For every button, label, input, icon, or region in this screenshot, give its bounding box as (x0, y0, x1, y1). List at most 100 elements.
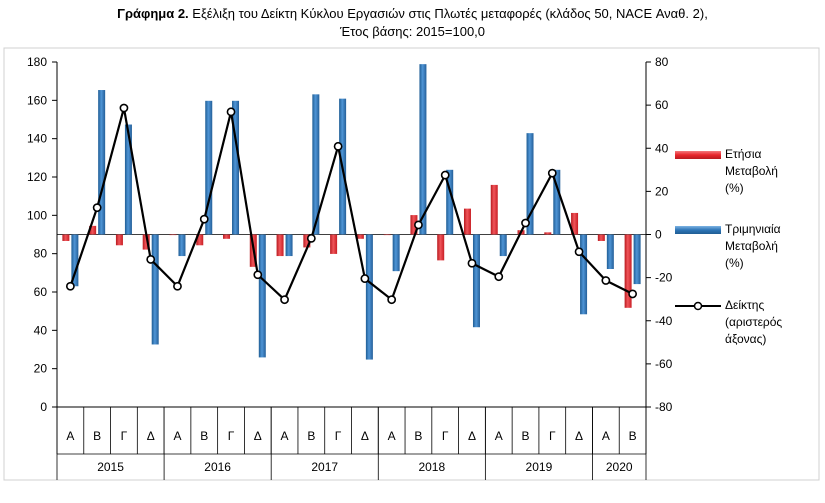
quarter-label: Β (200, 429, 208, 443)
index-point (414, 220, 423, 230)
left-axis-tick-label: 140 (27, 132, 47, 146)
index-point (440, 170, 450, 180)
quarter-label: Α (281, 429, 289, 443)
quarter-label: Δ (147, 429, 155, 443)
quarterly-change-bar (446, 169, 454, 235)
year-label: 2018 (418, 460, 445, 474)
quarterly-change-bar (124, 124, 132, 235)
legend-label-quarterly: Τριμηνιαία Μεταβολή (%) (725, 222, 781, 270)
index-point (119, 103, 129, 113)
index-point (146, 255, 156, 264)
quarterly-change-bar (285, 234, 293, 257)
annual-change-bar (330, 234, 338, 254)
annual-change-bar (383, 234, 391, 236)
annual-change-bar (463, 208, 471, 235)
right-axis-tick-label: 80 (655, 55, 669, 69)
legend-swatch-annual (675, 151, 721, 159)
annual-change-bar (89, 225, 97, 235)
index-point (280, 295, 289, 305)
annual-change-bar (624, 234, 632, 308)
quarter-label: Δ (254, 429, 262, 443)
annual-change-bar (223, 234, 231, 239)
quarter-label: Β (307, 429, 315, 443)
annual-change-bar (115, 234, 123, 246)
quarter-label: Α (66, 429, 74, 443)
right-axis-tick-label: 60 (655, 98, 669, 112)
index-point (173, 281, 182, 291)
left-axis-tick-label: 80 (34, 247, 48, 261)
quarter-label: Δ (468, 429, 476, 443)
left-axis-tick-label: 40 (34, 323, 48, 337)
quarter-label: Δ (575, 429, 583, 443)
right-axis-tick-label: -60 (655, 357, 673, 371)
quarter-label: Β (414, 429, 422, 443)
left-axis-tick-label: 180 (27, 55, 47, 69)
annual-change-bar (437, 234, 445, 261)
index-point (199, 214, 209, 224)
index-point (387, 295, 397, 305)
left-axis-tick-label: 60 (34, 285, 48, 299)
annual-change-bar (356, 234, 364, 239)
legend-swatch-quarterly (675, 226, 721, 234)
left-axis-tick-label: 160 (27, 93, 47, 107)
quarterly-change-bar (606, 234, 614, 269)
quarter-label: Δ (361, 429, 369, 443)
year-label: 2017 (311, 460, 338, 474)
annual-change-bar (303, 234, 311, 248)
quarterly-change-bar (392, 234, 400, 272)
legend-label-index: Δείκτης (αριστερός άξονας) (725, 298, 783, 346)
annual-change-bar (410, 215, 418, 235)
quarterly-change-bar (526, 133, 534, 235)
right-axis-tick-label: 40 (655, 141, 669, 155)
quarterly-change-bar (178, 234, 186, 257)
year-label: 2016 (204, 460, 231, 474)
annual-change-bar (196, 234, 204, 246)
year-label: 2019 (526, 460, 553, 474)
index-point (521, 218, 530, 228)
chart-title: Γράφημα 2. Εξέλιξη του Δείκτη Κύκλου Εργ… (0, 6, 825, 21)
year-label: 2020 (606, 460, 633, 474)
chart-border (3, 47, 820, 481)
chart-subtitle: Έτος βάσης: 2015=100,0 (339, 24, 486, 39)
index-point (333, 141, 343, 151)
annual-change-bar (169, 234, 177, 236)
quarterly-change-bar (419, 64, 427, 235)
index-point (306, 233, 316, 243)
quarterly-change-bar (580, 234, 588, 315)
left-axis-tick-label: 100 (27, 208, 47, 222)
quarter-label: Β (522, 429, 530, 443)
quarter-label: Γ (335, 429, 342, 443)
annual-change-bar (62, 234, 70, 241)
index-point (360, 274, 370, 283)
quarterly-change-bar (258, 234, 266, 358)
right-axis-tick-label: 20 (655, 184, 669, 198)
index-point (253, 270, 263, 280)
annual-change-bar (571, 212, 579, 235)
chart-title-prefix: Γράφημα 2. (117, 6, 189, 21)
index-point (65, 281, 75, 291)
annual-change-bar (276, 234, 284, 257)
right-axis-tick-label: -40 (655, 314, 673, 328)
right-axis-tick-label: 0 (655, 228, 662, 242)
quarterly-change-bar (633, 234, 641, 285)
quarterly-change-bar (365, 234, 373, 360)
quarterly-change-bar (472, 234, 480, 328)
quarterly-change-bar (205, 100, 213, 235)
index-point (574, 247, 584, 257)
annual-change-bar (544, 232, 552, 235)
right-axis-tick-label: -80 (655, 400, 673, 414)
quarter-label: Α (173, 429, 181, 443)
quarter-label: Γ (549, 429, 556, 443)
quarterly-change-bar (553, 169, 561, 235)
annual-change-bar (597, 234, 605, 241)
left-axis-tick-label: 0 (40, 400, 47, 414)
index-point (92, 203, 102, 213)
index-point (467, 258, 477, 268)
year-label: 2015 (97, 460, 124, 474)
chart-title-text: Εξέλιξη του Δείκτη Κύκλου Εργασιών στις … (192, 6, 708, 21)
quarter-label: Γ (442, 429, 449, 443)
index-point (494, 272, 504, 282)
annual-change-bar (490, 184, 498, 235)
left-axis-tick-label: 20 (34, 362, 48, 376)
legend-label-annual: Ετήσια Μεταβολή (%) (725, 147, 778, 195)
